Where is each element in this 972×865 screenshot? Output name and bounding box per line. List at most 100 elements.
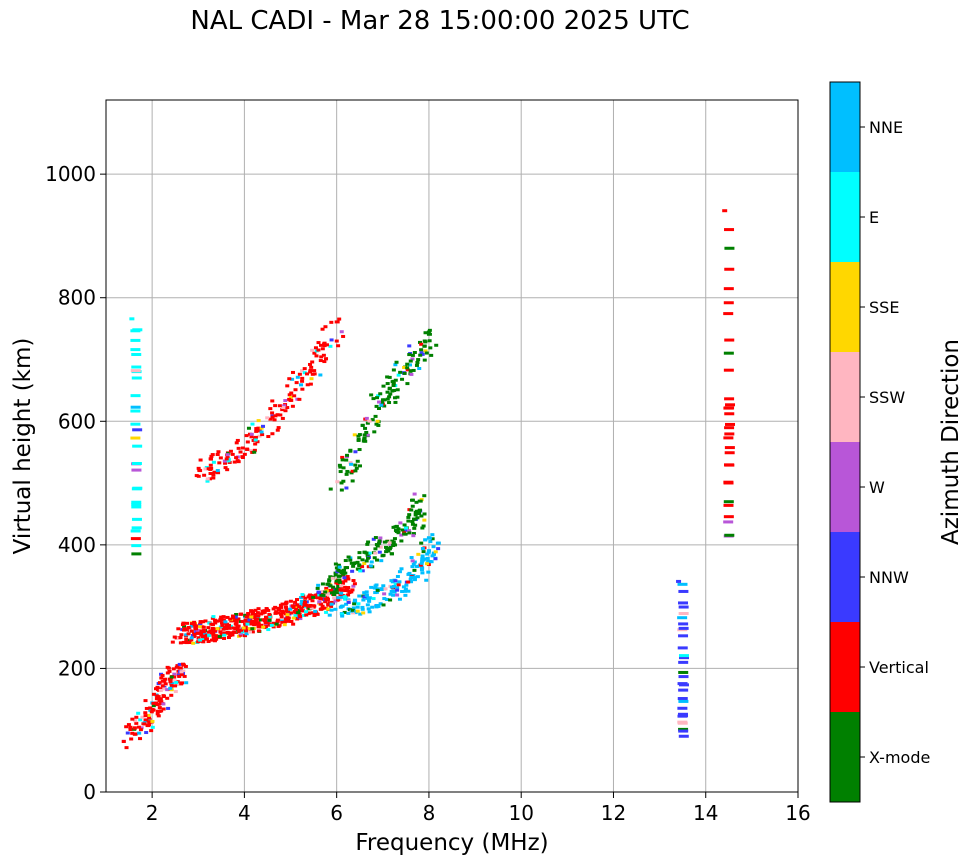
data-point bbox=[337, 578, 342, 582]
data-point bbox=[230, 452, 235, 456]
data-point bbox=[376, 423, 381, 427]
data-point bbox=[226, 623, 231, 627]
data-point bbox=[315, 586, 320, 590]
data-point bbox=[201, 639, 206, 643]
data-point bbox=[218, 617, 223, 621]
data-point bbox=[325, 582, 330, 586]
data-point bbox=[230, 633, 235, 637]
data-point bbox=[156, 702, 161, 706]
data-point bbox=[253, 614, 258, 618]
data-point bbox=[421, 550, 426, 554]
y-tick-label: 800 bbox=[58, 286, 96, 310]
data-point bbox=[269, 623, 274, 627]
data-point bbox=[391, 593, 396, 597]
data-point bbox=[213, 629, 218, 633]
data-point bbox=[370, 605, 375, 609]
data-point bbox=[377, 541, 382, 545]
data-point bbox=[294, 607, 299, 611]
data-point bbox=[367, 551, 372, 555]
data-point bbox=[367, 610, 372, 614]
data-point bbox=[344, 588, 349, 592]
data-point bbox=[316, 348, 321, 352]
data-point bbox=[138, 728, 143, 732]
data-point bbox=[172, 635, 177, 639]
data-point bbox=[206, 626, 211, 630]
colorbar-segment bbox=[830, 82, 860, 172]
data-point bbox=[334, 591, 339, 595]
data-point bbox=[417, 367, 422, 371]
data-point bbox=[388, 392, 393, 396]
data-point bbox=[256, 426, 261, 430]
data-point bbox=[409, 556, 414, 560]
data-point bbox=[403, 587, 408, 591]
data-point bbox=[677, 721, 688, 725]
data-point bbox=[382, 404, 387, 408]
data-point bbox=[208, 457, 213, 461]
data-point bbox=[210, 626, 215, 630]
colorbar-segment bbox=[830, 442, 860, 532]
data-point bbox=[678, 656, 689, 660]
data-point bbox=[290, 404, 295, 408]
data-point bbox=[415, 360, 420, 364]
data-point bbox=[338, 465, 343, 469]
data-point bbox=[422, 344, 427, 348]
data-point bbox=[256, 625, 261, 629]
data-point bbox=[395, 388, 400, 392]
data-point bbox=[723, 406, 734, 410]
data-point bbox=[306, 612, 311, 616]
data-point bbox=[328, 584, 333, 588]
colorbar-label: SSE bbox=[869, 298, 899, 317]
data-point bbox=[162, 687, 167, 691]
data-point bbox=[181, 640, 186, 644]
data-point bbox=[202, 473, 207, 477]
data-point bbox=[251, 438, 256, 442]
data-point bbox=[315, 595, 320, 599]
data-point bbox=[277, 623, 282, 627]
data-point bbox=[270, 411, 275, 415]
data-point bbox=[132, 428, 143, 432]
data-point bbox=[220, 623, 225, 627]
data-point bbox=[285, 384, 290, 388]
data-point bbox=[186, 632, 191, 636]
data-point bbox=[182, 674, 187, 678]
data-point bbox=[243, 622, 248, 626]
data-point bbox=[195, 631, 200, 635]
data-point bbox=[299, 383, 304, 387]
data-point bbox=[355, 560, 360, 564]
data-point bbox=[261, 618, 266, 622]
x-tick-label: 10 bbox=[508, 801, 533, 825]
data-point bbox=[308, 362, 313, 366]
data-point bbox=[412, 492, 417, 496]
data-point bbox=[167, 677, 172, 681]
data-point bbox=[312, 614, 317, 618]
data-point bbox=[183, 628, 188, 632]
x-tick-label: 2 bbox=[146, 801, 159, 825]
data-point bbox=[130, 422, 141, 426]
data-point bbox=[206, 640, 211, 644]
data-point bbox=[420, 526, 425, 530]
data-point bbox=[434, 343, 439, 347]
data-point bbox=[233, 622, 238, 626]
data-point bbox=[352, 602, 357, 606]
data-point bbox=[130, 717, 135, 721]
data-point bbox=[393, 579, 398, 583]
data-point bbox=[343, 559, 348, 563]
data-point bbox=[132, 726, 137, 730]
data-point bbox=[368, 564, 373, 568]
data-point bbox=[324, 592, 329, 596]
data-point bbox=[226, 636, 231, 640]
data-point bbox=[422, 518, 427, 522]
data-point bbox=[398, 370, 403, 374]
data-point bbox=[395, 586, 400, 590]
colorbar-title: Azimuth Direction bbox=[938, 339, 964, 545]
data-point bbox=[343, 597, 348, 601]
data-point bbox=[312, 604, 317, 608]
data-point bbox=[160, 673, 165, 677]
data-point bbox=[255, 440, 260, 444]
data-point bbox=[413, 513, 418, 517]
data-point bbox=[239, 632, 244, 636]
data-point bbox=[408, 577, 413, 581]
data-point bbox=[275, 413, 280, 417]
data-point bbox=[395, 593, 400, 597]
data-point bbox=[265, 416, 270, 420]
